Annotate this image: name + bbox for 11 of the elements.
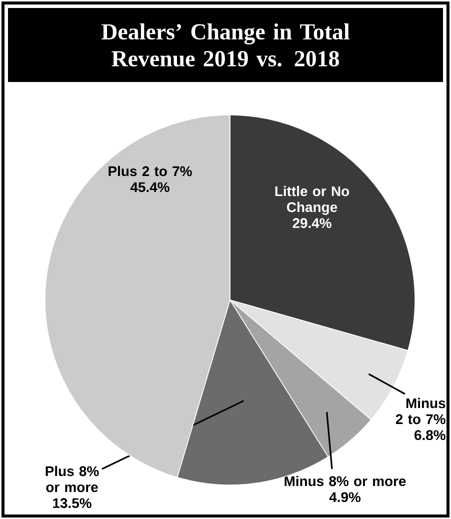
slice-label: Plus 2 to 7% bbox=[108, 166, 192, 176]
data-label: 6.8% bbox=[414, 430, 446, 440]
data-label: 13.5% bbox=[53, 498, 92, 508]
slice-label: Minus 8% or more bbox=[284, 476, 406, 486]
slice-label: Little or No Change bbox=[275, 186, 350, 215]
data-label: 29.4% bbox=[292, 218, 332, 228]
chart-title: Dealers’ Change in Total Revenue 2019 vs. 2018 bbox=[102, 23, 350, 67]
slice-label: Plus 8% or more bbox=[46, 466, 99, 492]
data-label: 4.9% bbox=[329, 492, 361, 502]
slice-label: Minus 2 to 7% bbox=[396, 398, 446, 424]
data-label: 45.4% bbox=[130, 182, 170, 192]
